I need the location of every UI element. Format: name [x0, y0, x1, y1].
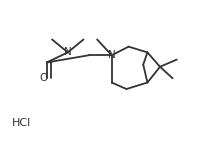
Text: HCl: HCl — [12, 118, 31, 128]
Text: N: N — [108, 50, 116, 60]
Text: O: O — [39, 73, 47, 83]
Text: N: N — [64, 47, 72, 57]
